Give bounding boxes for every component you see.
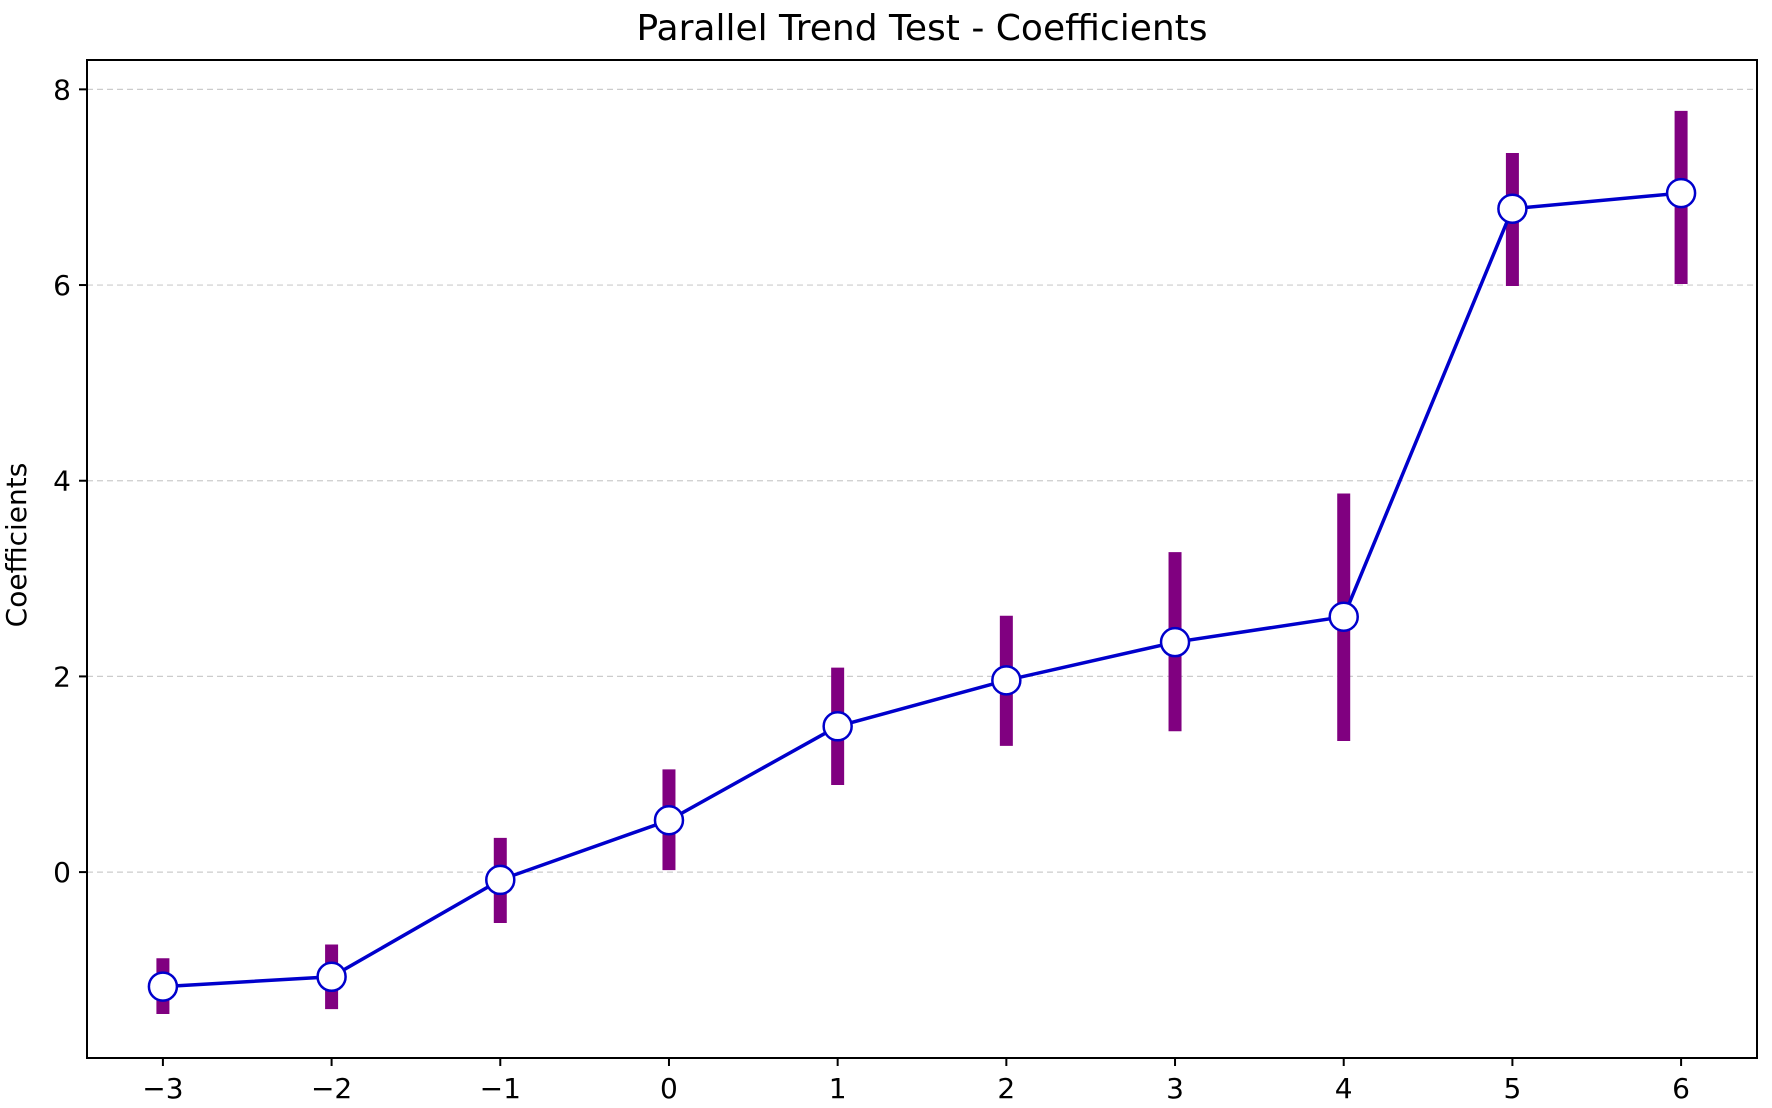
data-point-marker bbox=[1497, 193, 1528, 224]
data-point-marker bbox=[1665, 177, 1697, 209]
data-point-marker bbox=[147, 971, 179, 1002]
x-tick-label: 3 bbox=[1166, 1072, 1184, 1105]
data-point-marker bbox=[653, 804, 685, 836]
data-point-marker bbox=[1159, 626, 1191, 658]
x-axis-ticks: −3 −2 −1 0 1 2 3 4 5 6 bbox=[142, 1058, 1690, 1105]
x-tick-label: 5 bbox=[1503, 1072, 1521, 1105]
grid-lines bbox=[87, 88, 1757, 873]
series-line bbox=[162, 191, 1682, 989]
plot-area-frame bbox=[86, 59, 1758, 1059]
data-point-marker bbox=[822, 711, 853, 742]
y-tick-label: 6 bbox=[53, 269, 71, 302]
x-tick-label: −2 bbox=[311, 1072, 352, 1105]
x-tick-label: 6 bbox=[1672, 1072, 1690, 1105]
x-tick-label: 2 bbox=[997, 1072, 1015, 1105]
y-tick-label: 8 bbox=[53, 73, 71, 106]
data-point-marker bbox=[485, 864, 516, 896]
y-tick-label: 4 bbox=[53, 465, 71, 498]
y-axis-label: Coefficients bbox=[0, 463, 33, 628]
series-markers bbox=[147, 177, 1697, 1002]
data-point-marker bbox=[991, 665, 1022, 696]
series-line-layer bbox=[162, 191, 1682, 989]
y-axis-ticks: 0 2 4 6 8 bbox=[53, 73, 87, 889]
x-tick-label: −1 bbox=[480, 1072, 521, 1105]
data-point-marker bbox=[316, 961, 347, 993]
x-tick-label: −3 bbox=[142, 1072, 183, 1105]
chart-title: Parallel Trend Test - Coefficients bbox=[636, 8, 1207, 49]
x-tick-label: 4 bbox=[1335, 1072, 1353, 1105]
data-point-marker bbox=[1328, 601, 1359, 632]
x-tick-label: 0 bbox=[660, 1072, 678, 1105]
y-tick-label: 0 bbox=[53, 856, 71, 889]
y-tick-label: 2 bbox=[53, 660, 71, 693]
x-tick-label: 1 bbox=[829, 1072, 847, 1105]
